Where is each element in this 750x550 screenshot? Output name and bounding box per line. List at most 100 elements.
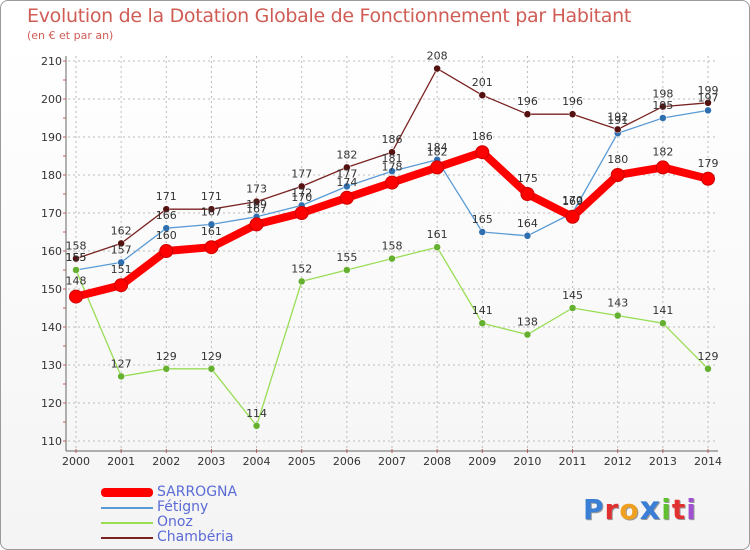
data-point-onoz bbox=[162, 365, 171, 373]
x-tick-label: 2000 bbox=[62, 455, 90, 468]
data-point-chamberia bbox=[162, 205, 171, 213]
data-label-fetigny: 177 bbox=[336, 167, 357, 180]
data-point-chamberia bbox=[478, 91, 487, 99]
data-point-chamberia bbox=[659, 102, 667, 111]
data-point-sarrogna bbox=[475, 145, 490, 160]
data-label-fetigny: 195 bbox=[652, 99, 673, 112]
logo-letter: i bbox=[661, 493, 672, 526]
data-point-onoz bbox=[207, 365, 216, 373]
y-tick-label: 180 bbox=[41, 169, 62, 182]
chart-title: Evolution de la Dotation Globale de Fonc… bbox=[27, 5, 632, 27]
data-label-onoz: 158 bbox=[382, 240, 403, 253]
data-label-sarrogna: 178 bbox=[382, 161, 403, 174]
data-label-fetigny: 155 bbox=[66, 251, 87, 264]
data-point-sarrogna bbox=[204, 240, 219, 255]
y-tick-label: 140 bbox=[41, 321, 62, 334]
legend-label-sarrogna: SARROGNA bbox=[157, 484, 238, 500]
data-point-sarrogna bbox=[294, 206, 309, 220]
data-label-chamberia: 158 bbox=[66, 240, 87, 253]
data-label-fetigny: 169 bbox=[246, 198, 267, 211]
data-point-sarrogna bbox=[249, 217, 264, 232]
legend-label-chamberia: Chambéria bbox=[157, 529, 234, 545]
data-label-chamberia: 199 bbox=[698, 84, 719, 97]
y-tick-label: 120 bbox=[41, 397, 62, 410]
data-label-chamberia: 198 bbox=[652, 88, 673, 101]
data-label-sarrogna: 167 bbox=[246, 202, 267, 215]
data-label-onoz: 152 bbox=[291, 262, 312, 275]
x-tick-label: 2002 bbox=[152, 455, 180, 468]
legend-swatch-chamberia bbox=[101, 537, 153, 539]
data-point-fetigny bbox=[478, 228, 487, 236]
data-point-onoz bbox=[433, 243, 441, 251]
data-point-chamberia bbox=[613, 125, 622, 134]
data-label-onoz: 141 bbox=[472, 304, 493, 317]
data-label-sarrogna: 175 bbox=[517, 172, 538, 185]
data-label-sarrogna: 174 bbox=[336, 176, 357, 189]
data-point-chamberia bbox=[568, 110, 577, 118]
x-tick-label: 2009 bbox=[468, 455, 496, 468]
logo-letter: t bbox=[671, 493, 687, 526]
data-label-sarrogna: 180 bbox=[607, 153, 628, 166]
data-label-fetigny: 165 bbox=[472, 213, 493, 226]
data-label-onoz: 129 bbox=[201, 350, 222, 363]
data-label-onoz: 138 bbox=[517, 316, 538, 329]
data-point-chamberia bbox=[343, 163, 351, 172]
data-point-fetigny bbox=[162, 224, 171, 232]
logo-letter: P bbox=[583, 493, 605, 526]
data-point-chamberia bbox=[704, 99, 712, 107]
data-point-chamberia bbox=[433, 64, 441, 73]
legend-label-fetigny: Fétigny bbox=[157, 499, 209, 515]
y-tick-label: 190 bbox=[41, 131, 62, 144]
data-label-chamberia: 208 bbox=[427, 50, 448, 63]
data-label-fetigny: 157 bbox=[111, 243, 132, 256]
data-label-onoz: 161 bbox=[427, 228, 448, 241]
logo-letter: o bbox=[619, 493, 640, 526]
data-point-fetigny bbox=[343, 182, 351, 191]
data-label-onoz: 127 bbox=[111, 357, 132, 370]
data-point-chamberia bbox=[117, 239, 125, 248]
data-point-sarrogna bbox=[655, 160, 670, 175]
data-point-sarrogna bbox=[339, 190, 354, 205]
x-tick-label: 2005 bbox=[288, 455, 316, 468]
data-label-onoz: 143 bbox=[607, 297, 628, 310]
data-point-onoz bbox=[117, 372, 125, 381]
data-point-sarrogna bbox=[69, 289, 83, 304]
data-point-fetigny bbox=[659, 114, 667, 122]
legend-label-onoz: Onoz bbox=[157, 514, 193, 530]
data-label-chamberia: 171 bbox=[156, 190, 177, 203]
x-tick-label: 2007 bbox=[378, 455, 406, 468]
data-point-chamberia bbox=[297, 182, 306, 191]
data-label-sarrogna: 186 bbox=[472, 130, 493, 143]
data-label-sarrogna: 161 bbox=[201, 225, 222, 238]
logo-letter: r bbox=[604, 493, 620, 526]
data-label-fetigny: 184 bbox=[427, 141, 448, 154]
data-point-sarrogna bbox=[159, 244, 174, 258]
data-label-onoz: 141 bbox=[652, 304, 673, 317]
data-label-chamberia: 171 bbox=[201, 190, 222, 203]
y-tick-label: 210 bbox=[41, 55, 62, 68]
data-point-sarrogna bbox=[385, 175, 399, 190]
data-label-sarrogna: 170 bbox=[291, 191, 312, 204]
data-point-onoz bbox=[252, 422, 261, 430]
data-label-onoz: 129 bbox=[698, 350, 719, 363]
data-point-onoz bbox=[704, 365, 712, 373]
data-point-fetigny bbox=[117, 258, 125, 267]
data-label-chamberia: 186 bbox=[382, 133, 403, 146]
data-point-fetigny bbox=[388, 167, 396, 175]
data-label-chamberia: 201 bbox=[472, 76, 493, 89]
y-tick-label: 170 bbox=[41, 207, 62, 220]
data-point-onoz bbox=[478, 319, 487, 327]
data-label-sarrogna: 148 bbox=[66, 275, 87, 288]
data-point-onoz bbox=[72, 266, 80, 274]
data-point-chamberia bbox=[388, 148, 396, 156]
data-point-sarrogna bbox=[430, 160, 445, 175]
data-point-chamberia bbox=[252, 197, 261, 206]
data-point-chamberia bbox=[523, 110, 532, 118]
x-tick-label: 2011 bbox=[559, 455, 587, 468]
x-tick-label: 2006 bbox=[333, 455, 361, 468]
data-label-onoz: 155 bbox=[336, 251, 357, 264]
x-tick-label: 2001 bbox=[107, 455, 135, 468]
x-tick-label: 2012 bbox=[604, 455, 632, 468]
x-tick-label: 2008 bbox=[423, 455, 451, 468]
